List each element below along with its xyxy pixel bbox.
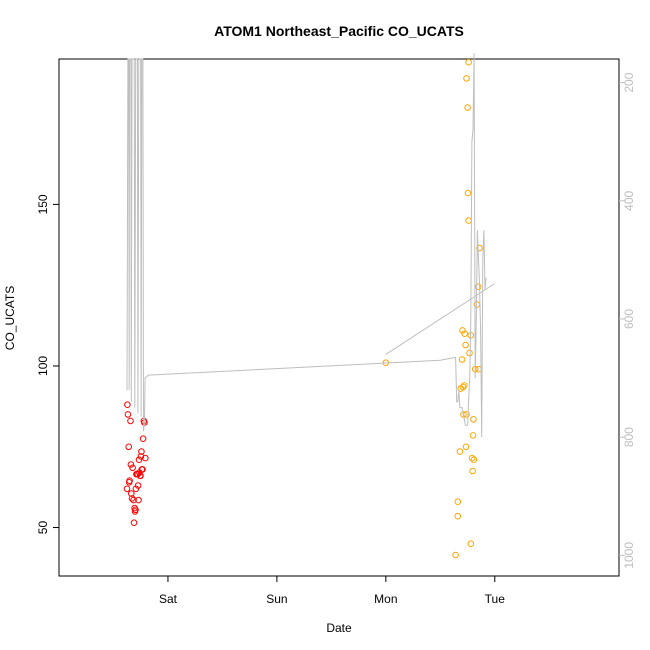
data-point-s0-33 [142,454,149,462]
data-point-s0-9 [128,495,136,502]
data-point-s0-1 [124,401,131,409]
data-point-s0-29 [139,466,146,473]
data-point-s0-12 [130,519,138,527]
data-point-s1-3 [454,512,462,520]
chart-title: ATOM1 Northeast_Pacific CO_UCATS [214,23,464,39]
data-point-s1-18 [465,217,472,224]
data-point-s1-4 [456,448,464,455]
data-layer [123,53,496,559]
data-point-s1-23 [468,454,476,462]
data-point-s1-6 [458,356,466,363]
y2-tick-label-1: 400 [622,190,636,210]
data-point-s0-21 [135,496,142,504]
series-line-2 [126,53,487,438]
data-point-s1-30 [474,283,482,291]
data-point-s0-22 [135,456,143,464]
data-point-s1-25 [469,432,477,439]
y-tick-label-0: 50 [36,521,50,535]
data-point-s0-11 [130,496,137,504]
data-point-s0-3 [125,443,132,451]
data-point-s1-1 [452,551,459,559]
data-point-s1-20 [466,349,473,357]
data-point-s1-15 [463,75,470,82]
data-point-s0-26 [137,453,145,460]
data-point-s1-2 [454,498,462,506]
y-tick-label-2: 150 [36,194,50,214]
data-point-s0-7 [127,461,135,468]
data-point-s1-21 [467,540,475,548]
data-point-s1-19 [465,58,472,66]
data-point-s1-24 [469,467,476,475]
x-tick-label-0: Sat [159,592,178,606]
y-axis-left: 50 100 150 [36,194,59,534]
data-point-s1-10 [461,382,468,389]
y2-tick-label-0: 200 [622,72,636,92]
data-point-s1-12 [462,341,469,349]
x-tick-label-3: Tue [485,592,506,606]
data-point-s0-27 [138,448,145,455]
data-point-s1-16 [464,104,471,111]
y-axis-right: 200 400 600 800 1000 [619,72,636,569]
data-point-s1-26 [470,416,477,423]
data-point-s1-17 [464,189,472,197]
data-point-s0-8 [128,490,135,497]
plot-frame [58,58,620,577]
series-line-3 [385,283,496,355]
data-point-s0-0 [123,485,131,493]
data-point-s1-7 [459,327,466,334]
data-point-s0-25 [137,472,144,480]
data-point-s0-16 [132,485,140,493]
y2-tick-label-2: 600 [622,309,636,329]
data-point-s0-30 [139,435,147,443]
y2-tick-label-3: 800 [622,427,636,447]
data-point-s1-11 [461,330,469,338]
y-tick-label-1: 100 [36,356,50,376]
data-point-s0-2 [124,411,132,418]
x-axis: Sat Sun Mon Tue [159,576,505,606]
data-point-s0-10 [129,464,136,472]
y2-tick-label-4: 1000 [622,542,636,569]
data-point-s1-31 [475,365,483,373]
data-point-s1-13 [462,443,470,451]
data-point-s0-5 [126,477,133,485]
y-axis-label: CO_UCATS [3,286,17,350]
data-point-s0-20 [134,482,142,489]
data-point-s0-6 [127,417,134,425]
data-point-s1-27 [470,456,478,464]
x-axis-label: Date [326,621,352,635]
x-tick-label-2: Mon [374,592,397,606]
data-point-s1-8 [459,383,467,391]
data-point-s0-15 [132,506,139,514]
x-tick-label-1: Sun [266,592,287,606]
